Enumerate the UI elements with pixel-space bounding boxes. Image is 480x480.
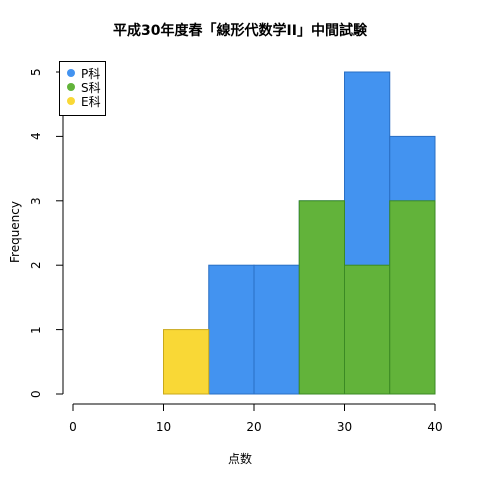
bar-series1-bin6 <box>344 264 391 395</box>
y-tick-label-2: 2 <box>29 261 43 270</box>
legend-marker-p <box>67 69 75 77</box>
x-tick-label-2: 20 <box>246 420 262 434</box>
y-tick-label-4: 4 <box>29 132 43 141</box>
y-tick-label-3: 3 <box>29 197 43 205</box>
axes-layer <box>56 71 436 411</box>
x-tick-label-4: 40 <box>427 420 443 434</box>
legend-item-s: S科 <box>67 81 101 95</box>
x-tick-label-1: 10 <box>155 420 172 434</box>
bar-series0-bin3 <box>208 264 255 395</box>
x-tick-label-3: 30 <box>336 420 353 434</box>
legend-item-e: E科 <box>67 95 101 109</box>
y-tick-label-0: 0 <box>29 390 43 398</box>
chart-title: 平成30年度春「線形代数学II」中間試験 <box>113 23 367 39</box>
legend-label-p: P科 <box>81 67 101 81</box>
legend-label-s: S科 <box>81 81 101 95</box>
legend-marker-s <box>67 83 75 91</box>
legend-marker-e <box>67 97 75 105</box>
y-tick-label-1: 1 <box>29 325 43 334</box>
bar-series2-bin2 <box>163 329 210 395</box>
legend-item-p: P科 <box>67 67 100 81</box>
bar-series0-bin4 <box>253 264 300 395</box>
bars-layer <box>163 71 436 395</box>
legend: P科 S科 E科 <box>59 61 106 116</box>
x-axis-label: 点数 <box>227 452 252 466</box>
legend-label-e: E科 <box>81 95 101 109</box>
y-axis-label: Frequency <box>8 201 22 263</box>
bar-series1-bin7 <box>389 200 436 395</box>
x-tick-label-0: 0 <box>69 420 77 434</box>
bar-series1-bin5 <box>298 200 345 395</box>
y-tick-label-5: 5 <box>29 68 43 76</box>
